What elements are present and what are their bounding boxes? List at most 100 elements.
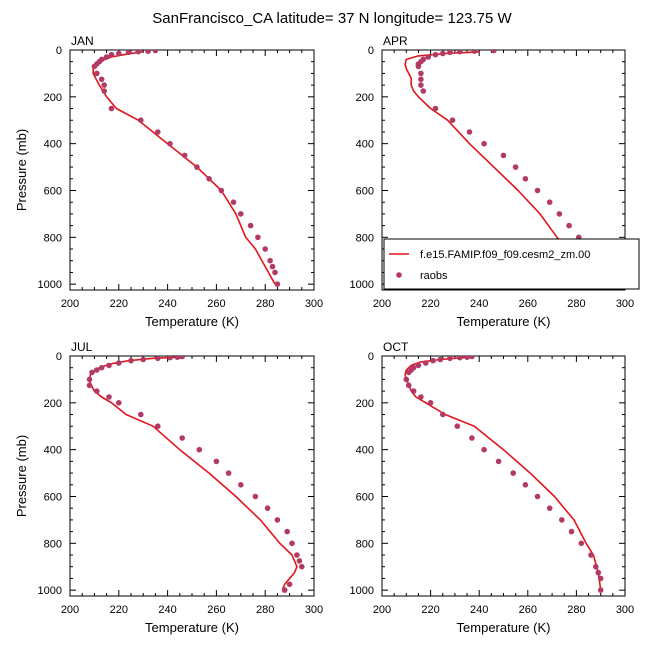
raobs-point-apr	[534, 187, 541, 194]
raobs-point-jul	[86, 382, 93, 389]
raobs-point-apr	[471, 50, 478, 54]
model-line-apr	[404, 51, 585, 285]
legend-label-raobs: raobs	[420, 270, 448, 282]
raobs-point-oct	[597, 575, 604, 582]
x-axis-label: Temperature (K)	[457, 314, 551, 329]
y-tick-label: 400	[356, 445, 374, 457]
raobs-point-apr	[420, 88, 427, 94]
x-tick-label: 220	[110, 604, 128, 616]
raobs-point-apr	[418, 82, 424, 88]
ticks-oct	[381, 355, 626, 596]
raobs-point-jan	[155, 129, 161, 135]
raobs-point-oct	[457, 356, 463, 361]
x-tick-label: 300	[616, 298, 634, 310]
raobs-point-jul	[294, 552, 300, 558]
raobs-point-jul	[252, 493, 259, 500]
raobs-point-apr	[440, 50, 446, 57]
raobs-point-jan	[101, 88, 107, 94]
x-tick-label: 240	[470, 298, 488, 310]
raobs-point-jan	[98, 76, 105, 83]
raobs-point-jul	[89, 369, 95, 376]
raobs-point-jul	[155, 356, 161, 362]
raobs-point-jul	[94, 388, 100, 394]
x-axis-label: Temperature (K)	[145, 314, 239, 329]
raobs-point-jul	[179, 356, 185, 360]
figure-title: SanFrancisco_CA latitude= 37 N longitude…	[152, 10, 512, 27]
raobs-point-jan	[101, 82, 107, 88]
x-tick-label: 300	[616, 604, 634, 616]
raobs-point-jan	[167, 140, 173, 147]
x-tick-label: 200	[61, 298, 79, 310]
x-tick-label: 240	[470, 604, 488, 616]
raobs-point-oct	[595, 569, 602, 576]
raobs-point-oct	[481, 446, 487, 453]
plot-area-jul	[86, 356, 305, 593]
x-tick-label: 200	[61, 604, 79, 616]
raobs-point-jul	[116, 400, 122, 406]
y-tick-label: 600	[356, 491, 374, 503]
raobs-point-jan	[247, 222, 254, 229]
raobs-point-jul	[225, 470, 232, 476]
raobs-point-apr	[546, 199, 553, 205]
raobs-point-oct	[454, 423, 461, 430]
x-tick-label: 280	[256, 604, 274, 616]
raobs-point-oct	[495, 458, 502, 465]
y-tick-label: 600	[356, 185, 374, 197]
y-axis-label: Pressure (mb)	[14, 435, 29, 517]
raobs-point-jul	[213, 458, 220, 465]
raobs-point-apr	[457, 50, 463, 55]
panel-title-jan: JAN	[71, 34, 94, 48]
raobs-point-apr	[500, 152, 507, 159]
raobs-point-oct	[588, 552, 594, 558]
raobs-point-jul	[116, 360, 122, 366]
x-tick-label: 240	[158, 604, 176, 616]
raobs-point-jan	[230, 199, 237, 205]
y-tick-label: 1000	[38, 279, 62, 291]
panel-title-apr: APR	[383, 34, 408, 48]
raobs-point-apr	[556, 211, 563, 217]
raobs-point-jul	[106, 362, 112, 369]
x-tick-label: 280	[567, 604, 585, 616]
y-tick-label: 200	[44, 398, 62, 410]
x-tick-label: 260	[207, 604, 225, 616]
raobs-point-jan	[125, 50, 132, 56]
y-tick-label: 200	[356, 92, 374, 104]
raobs-point-jan	[269, 263, 276, 270]
panel-title-oct: OCT	[383, 340, 409, 354]
raobs-point-apr	[432, 105, 439, 112]
y-tick-label: 1000	[350, 279, 374, 291]
raobs-point-oct	[410, 388, 417, 394]
raobs-point-oct	[510, 470, 516, 476]
raobs-point-oct	[403, 376, 410, 383]
raobs-point-oct	[418, 394, 424, 400]
raobs-point-apr	[449, 117, 456, 123]
panel-jan: 200 220 240 260 280 300 0 200 400 600 800 1000 JAN Te…	[14, 34, 323, 329]
y-tick-label: 400	[44, 139, 62, 151]
raobs-point-jul	[140, 356, 146, 363]
x-tick-label: 260	[207, 298, 225, 310]
raobs-point-jan	[255, 234, 261, 241]
raobs-point-oct	[422, 360, 429, 366]
panel-oct: 200 220 240 260 280 300 0 200 400 600 800 1000 OCT Te…	[350, 340, 635, 635]
raobs-point-jan	[272, 269, 278, 276]
raobs-point-jul	[128, 357, 134, 364]
raobs-point-oct	[415, 362, 422, 369]
raobs-point-jul	[274, 517, 281, 523]
raobs-point-apr	[415, 63, 422, 70]
raobs-point-jan	[181, 152, 188, 159]
raobs-point-jul	[174, 356, 181, 360]
x-tick-label: 200	[373, 604, 391, 616]
x-tick-label: 220	[110, 298, 128, 310]
raobs-point-jan	[274, 281, 281, 287]
raobs-point-oct	[522, 482, 529, 488]
y-tick-label: 0	[368, 351, 374, 363]
raobs-point-apr	[566, 222, 572, 229]
raobs-point-jul	[284, 528, 291, 535]
legend-label-model: f.e15.FAMIP.f09_f09.cesm2_zm.00	[420, 249, 590, 261]
raobs-point-oct	[559, 517, 565, 523]
raobs-point-jul	[238, 482, 244, 488]
legend-box	[383, 238, 640, 290]
raobs-point-jul	[155, 423, 161, 430]
x-axis-label: Temperature (K)	[457, 620, 551, 635]
